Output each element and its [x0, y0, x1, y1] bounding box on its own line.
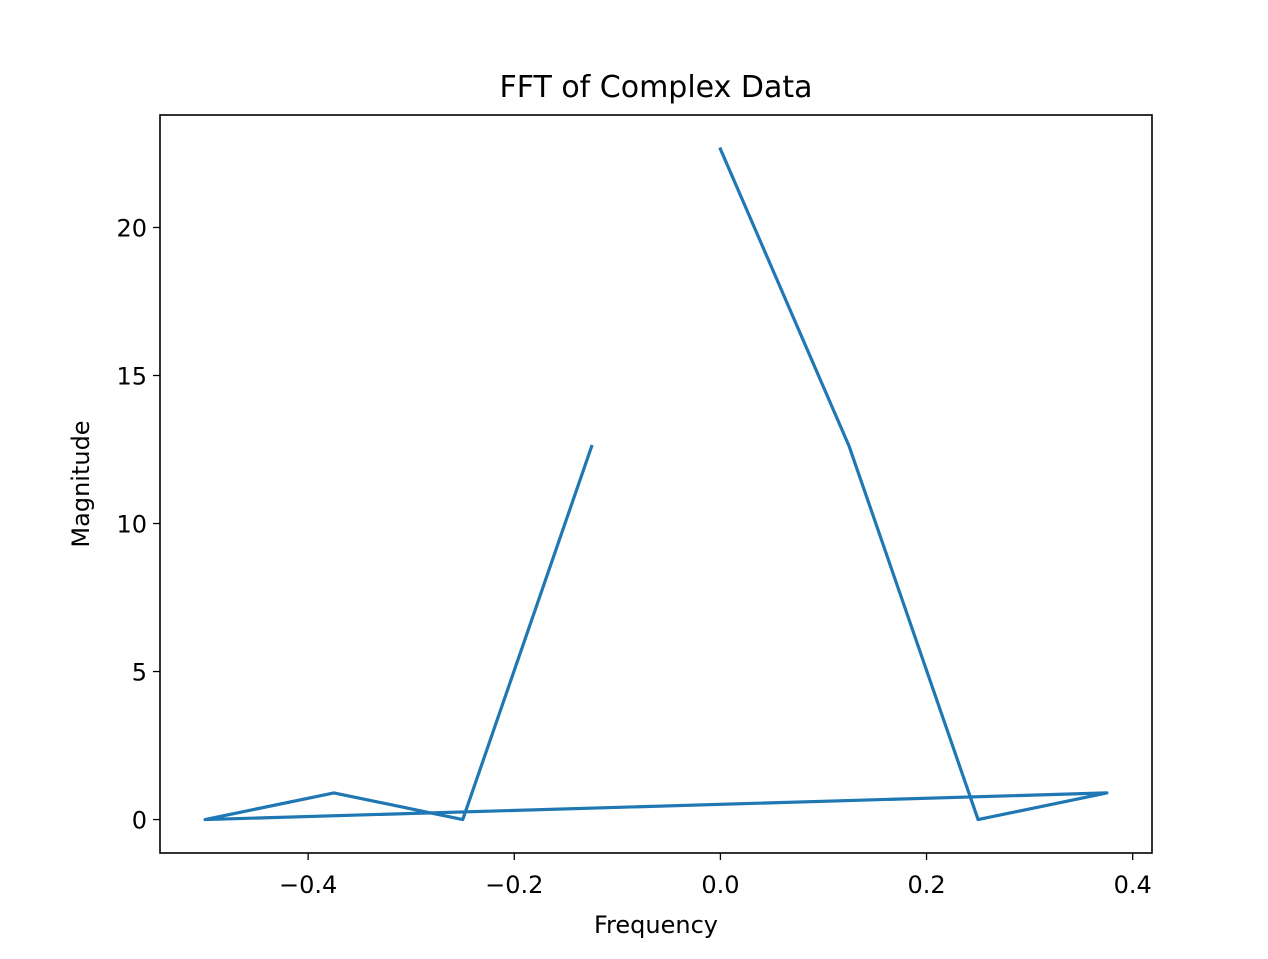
plot-area: [203, 146, 1109, 822]
x-tick-label: 0.4: [1114, 871, 1152, 899]
y-axis-label: Magnitude: [67, 420, 95, 547]
x-tick-label: −0.2: [485, 871, 543, 899]
x-tick-label: −0.4: [279, 871, 337, 899]
x-tick-label: 0.0: [701, 871, 739, 899]
x-tick-label: 0.2: [907, 871, 945, 899]
x-axis: −0.4 −0.2 0.0 0.2 0.4: [279, 853, 1152, 899]
series-line-0: [203, 146, 1109, 822]
y-axis: 0 5 10 15 20: [116, 214, 160, 835]
y-tick-label: 0: [132, 807, 147, 835]
y-tick-label: 15: [116, 363, 147, 391]
y-tick-label: 10: [116, 511, 147, 539]
y-tick-label: 5: [132, 659, 147, 687]
plot-frame: [159, 114, 1153, 854]
x-axis-label: Frequency: [594, 911, 718, 939]
y-tick-label: 20: [116, 214, 147, 242]
chart-title: FFT of Complex Data: [499, 70, 812, 105]
